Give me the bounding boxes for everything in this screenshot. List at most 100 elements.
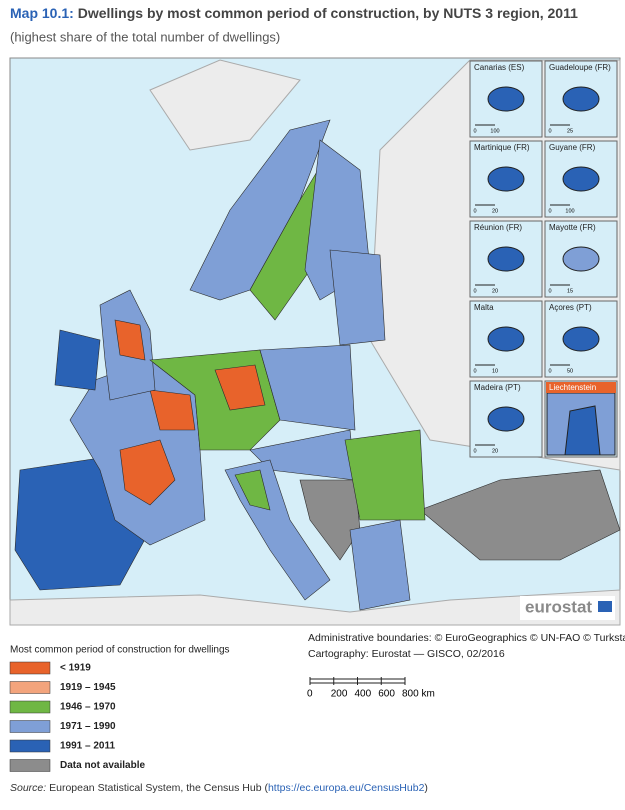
inset-land	[487, 246, 525, 272]
inset-scale-label: 25	[567, 128, 573, 134]
inset-label-bg	[546, 302, 616, 313]
scale-label: 800 km	[402, 689, 435, 700]
inset-label-bg	[546, 222, 616, 233]
legend-label: 1971 – 1990	[60, 721, 116, 732]
inset-scale-label: 0	[473, 208, 476, 214]
africa	[9, 589, 621, 626]
inset-land	[564, 405, 601, 456]
region	[149, 389, 196, 431]
inset-scale-label: 20	[492, 208, 498, 214]
inset-label-bg	[546, 62, 616, 73]
region	[119, 439, 176, 506]
inset-scale-label: 0	[473, 368, 476, 374]
legend-swatch	[9, 661, 51, 675]
inset-label-bg	[546, 382, 616, 393]
scale-bar: 0 200 400 600 800 km	[307, 677, 435, 700]
source: Source: European Statistical System, the…	[10, 782, 428, 794]
inset-label: Guadeloupe (FR)	[549, 63, 611, 72]
region	[344, 429, 426, 521]
credit: Cartography: Eurostat — GISCO, 02/2016	[308, 648, 505, 660]
inset-label-bg	[471, 62, 541, 73]
source-link[interactable]: https://ec.europa.eu/CensusHub2	[267, 782, 425, 794]
source-label: Source:	[10, 782, 47, 794]
inset-label: Canarias (ES)	[474, 63, 525, 72]
inset-label-bg	[471, 222, 541, 233]
inset-label: Malta	[474, 303, 494, 312]
legend-swatch	[9, 739, 51, 753]
inset-scale-label: 0	[473, 448, 476, 454]
logo: eurostat	[525, 597, 592, 616]
inset-scale-label: 0	[473, 288, 476, 294]
legend-swatch	[9, 720, 51, 733]
region	[329, 249, 386, 346]
scale-label: 600	[378, 689, 395, 700]
inset-land	[487, 326, 525, 352]
inset-label: Mayotte (FR)	[549, 223, 596, 232]
legend: Most common period of construction for d…	[9, 645, 230, 772]
inset-label-bg	[471, 302, 541, 313]
region	[419, 469, 621, 561]
inset-label: Guyane (FR)	[549, 143, 596, 152]
scale-label: 0	[307, 689, 313, 700]
legend-swatch	[9, 681, 51, 694]
inset-scale-label: 50	[567, 368, 573, 374]
legend-label: Data not available	[60, 760, 145, 771]
inset-land	[562, 246, 600, 272]
inset-scale-label: 0	[548, 208, 551, 214]
region	[259, 344, 356, 431]
inset-scale-label: 0	[548, 128, 551, 134]
non-eu-north	[149, 59, 301, 151]
inset-label: Açores (PT)	[549, 303, 592, 312]
title-text: Dwellings by most common period of const…	[78, 5, 578, 21]
scale-label: 400	[355, 689, 372, 700]
legend-label: < 1919	[60, 663, 91, 674]
inset-land	[562, 86, 600, 112]
inset-land	[562, 166, 600, 192]
inset-land	[562, 326, 600, 352]
inset-label: Madeira (PT)	[474, 383, 521, 392]
legend-swatch	[9, 700, 51, 714]
scale-label: 200	[331, 689, 348, 700]
inset-scale-label: 15	[567, 288, 573, 294]
inset-scale-label: 0	[548, 288, 551, 294]
region	[349, 519, 411, 611]
inset-label: Liechtenstein	[549, 383, 596, 392]
legend-title: Most common period of construction for d…	[10, 645, 230, 656]
inset-label: Réunion (FR)	[474, 223, 522, 232]
inset-scale-label: 10	[492, 368, 498, 374]
region	[234, 469, 271, 511]
title: Map 10.1: Dwellings by most common perio…	[10, 5, 578, 21]
inset-scale-label: 0	[473, 128, 476, 134]
inset-land	[487, 406, 525, 432]
legend-label: 1919 – 1945	[60, 682, 116, 693]
inset-scale-label: 20	[492, 448, 498, 454]
eu-flag	[598, 601, 612, 612]
legend-swatch	[9, 759, 51, 772]
inset-label-bg	[471, 382, 541, 393]
inset-scale-label: 100	[490, 128, 499, 134]
inset-scale-label: 0	[548, 368, 551, 374]
region	[54, 329, 101, 391]
subtitle: (highest share of the total number of dw…	[10, 29, 280, 44]
source-end: )	[424, 782, 428, 794]
legend-label: 1946 – 1970	[60, 702, 116, 713]
inset-land	[487, 166, 525, 192]
credit: Administrative boundaries: © EuroGeograp…	[308, 632, 625, 644]
region	[214, 364, 266, 411]
region	[299, 479, 361, 561]
title-prefix: Map 10.1:	[10, 5, 74, 21]
inset-label-bg	[546, 142, 616, 153]
inset-label: Martinique (FR)	[474, 143, 530, 152]
inset-label-bg	[471, 142, 541, 153]
inset-land	[487, 86, 525, 112]
source-text: European Statistical System, the Census …	[49, 782, 268, 794]
inset-frame	[469, 380, 543, 458]
legend-label: 1991 – 2011	[60, 741, 115, 752]
inset-scale-label: 20	[492, 288, 498, 294]
inset-scale-label: 100	[565, 208, 574, 214]
region	[114, 319, 146, 361]
region	[189, 119, 331, 301]
